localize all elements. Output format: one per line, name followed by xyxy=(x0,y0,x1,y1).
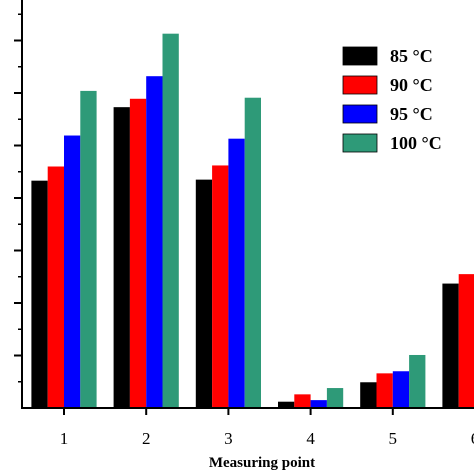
bar-1-series-3 xyxy=(64,135,81,408)
x-tick-label-1: 1 xyxy=(60,429,69,448)
bar-2-series-4 xyxy=(162,33,179,409)
bars-layer xyxy=(31,33,474,409)
x-tick-label-2: 2 xyxy=(142,429,151,448)
x-tick-label-3: 3 xyxy=(224,429,233,448)
bar-4-series-2 xyxy=(294,394,311,408)
axes-layer xyxy=(14,0,474,415)
legend-label-3: 95 °C xyxy=(390,104,433,124)
bar-2-series-2 xyxy=(129,98,147,408)
bar-3-series-3 xyxy=(228,138,245,408)
bar-3-series-2 xyxy=(212,165,229,408)
bar-5-series-4 xyxy=(409,354,426,408)
x-tick-label-5: 5 xyxy=(389,429,398,448)
bar-2-series-1 xyxy=(113,107,130,409)
bar-4-series-4 xyxy=(326,388,344,408)
bar-1-series-1 xyxy=(31,180,48,408)
bar-3-series-4 xyxy=(244,97,261,408)
bar-4-series-3 xyxy=(310,400,327,409)
legend-label-4: 100 °C xyxy=(390,133,442,153)
x-tick-label-4: 4 xyxy=(306,429,315,448)
bar-5-series-1 xyxy=(360,382,377,408)
bar-3-series-1 xyxy=(195,179,213,408)
legend-swatch-3 xyxy=(342,104,378,124)
legend-swatch-4 xyxy=(342,133,378,153)
bar-4-series-1 xyxy=(278,401,295,408)
x-tick-label-6: 6 xyxy=(471,429,474,448)
bar-5-series-3 xyxy=(392,371,410,408)
legend-swatch-2 xyxy=(342,75,378,95)
legend: 85 °C 90 °C 95 °C 100 °C xyxy=(342,46,442,153)
bar-2-series-3 xyxy=(146,76,163,408)
x-axis-title: Measuring point xyxy=(209,455,315,471)
legend-label-1: 85 °C xyxy=(390,46,433,66)
legend-label-2: 90 °C xyxy=(390,75,433,95)
legend-swatch-1 xyxy=(342,46,378,66)
x-tick-labels: 1 2 3 4 5 6 xyxy=(60,429,474,448)
bar-1-series-2 xyxy=(47,166,64,408)
bar-1-series-4 xyxy=(80,90,97,409)
bar-6-series-1 xyxy=(442,283,459,408)
bar-6-series-2 xyxy=(458,274,474,409)
bar-5-series-2 xyxy=(376,373,393,408)
